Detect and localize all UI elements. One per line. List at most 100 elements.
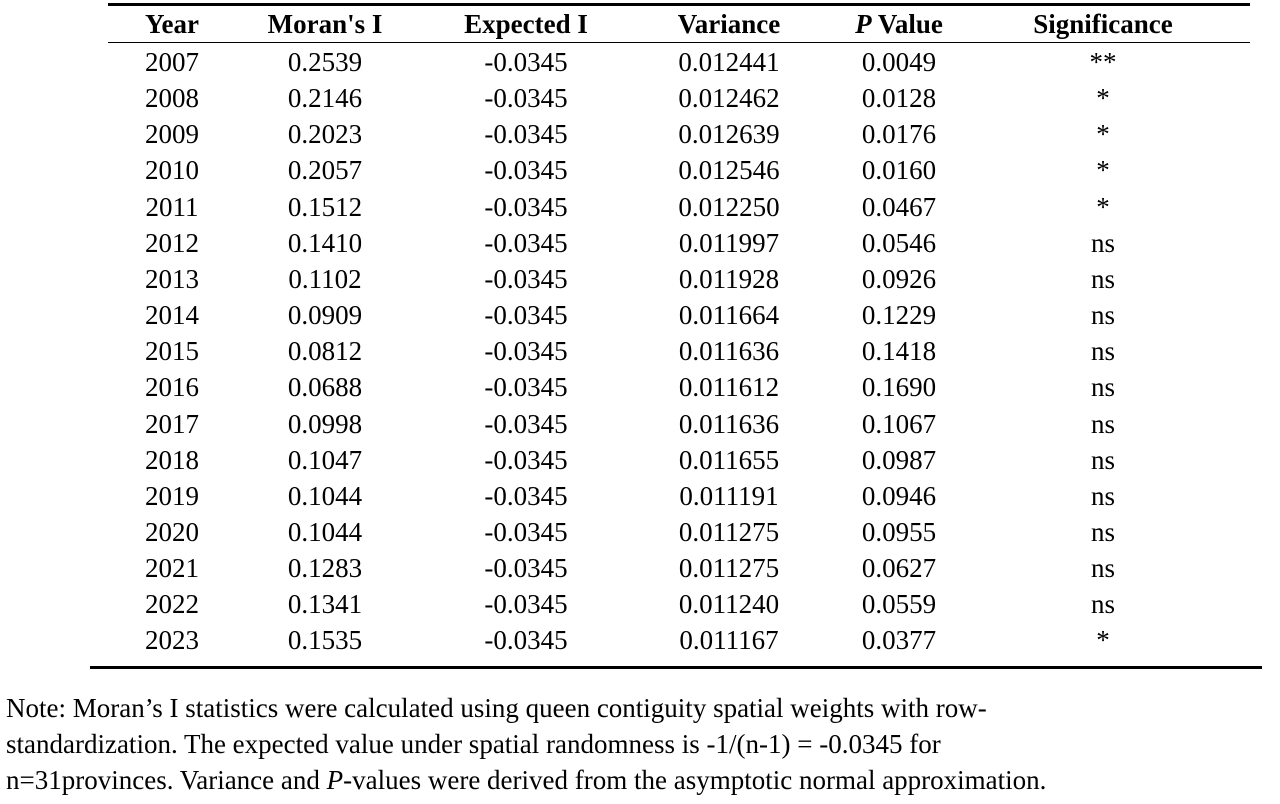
cell-variance: 0.011636: [678, 408, 780, 439]
cell-variance: 0.011240: [678, 589, 780, 620]
cell-year: 2018: [145, 444, 199, 475]
cell-expected-i: -0.0345: [484, 444, 568, 475]
cell-year: 2016: [145, 372, 199, 403]
cell-expected-i: -0.0345: [484, 227, 568, 258]
cell-year: 2021: [145, 553, 199, 584]
cell-morans-i: 0.2146: [287, 83, 363, 114]
cell-p-value: 0.0467: [861, 191, 937, 222]
cell-expected-i: -0.0345: [484, 300, 568, 331]
cell-expected-i: -0.0345: [484, 47, 568, 77]
cell-significance: *: [1096, 191, 1110, 222]
cell-morans-i: 0.2539: [287, 47, 363, 77]
cell-significance: ns: [1090, 300, 1115, 331]
header-morans-i: Moran's I: [267, 9, 383, 39]
header-p-value: P Value: [826, 6, 972, 42]
cell-significance: ns: [1090, 480, 1115, 511]
cell-significance: ns: [1090, 589, 1115, 620]
table-header-rule: [108, 42, 1250, 43]
cell-significance: ns: [1090, 553, 1115, 584]
cell-significance: ns: [1090, 408, 1115, 439]
cell-morans-i: 0.0812: [287, 336, 363, 367]
cell-variance: 0.011928: [678, 263, 780, 294]
cell-p-value: 0.0987: [861, 444, 937, 475]
cell-significance: *: [1096, 83, 1110, 114]
cell-year: 2010: [145, 155, 199, 186]
cell-significance: **: [1089, 47, 1117, 77]
cell-morans-i: 0.0688: [287, 372, 363, 403]
note-line-2: standardization. The expected value unde…: [6, 729, 941, 759]
cell-year: 2013: [145, 263, 199, 294]
cell-significance: ns: [1090, 263, 1115, 294]
cell-morans-i: 0.0909: [287, 300, 363, 331]
cell-morans-i: 0.1044: [287, 516, 363, 547]
cell-variance: 0.011167: [679, 625, 779, 656]
cell-p-value: 0.0377: [861, 625, 937, 656]
cell-p-value: 0.1690: [861, 372, 937, 403]
cell-year: 2020: [145, 516, 199, 547]
table-note: Note: Moran’s I statistics were calculat…: [6, 690, 1278, 798]
cell-significance: ns: [1090, 372, 1115, 403]
cell-significance: *: [1096, 119, 1110, 150]
cell-p-value: 0.0946: [861, 480, 937, 511]
header-year: Year: [145, 9, 199, 39]
note-line-1: Note: Moran’s I statistics were calculat…: [6, 693, 987, 723]
cell-variance: 0.012546: [678, 155, 780, 186]
cell-p-value: 0.0926: [861, 263, 937, 294]
cell-expected-i: -0.0345: [484, 372, 568, 403]
table-top-rule: [108, 3, 1250, 6]
table-bottom-rule: [90, 666, 1262, 669]
cell-variance: 0.012250: [678, 191, 780, 222]
cell-year: 2009: [145, 119, 199, 150]
header-p-rest: Value: [871, 9, 943, 39]
cell-variance: 0.011636: [678, 336, 780, 367]
cell-expected-i: -0.0345: [484, 516, 568, 547]
cell-expected-i: -0.0345: [484, 625, 568, 656]
cell-variance: 0.011275: [678, 516, 780, 547]
cell-p-value: 0.0559: [861, 589, 937, 620]
header-p-italic: P: [855, 9, 872, 39]
cell-expected-i: -0.0345: [484, 589, 568, 620]
cell-morans-i: 0.1044: [287, 480, 363, 511]
cell-morans-i: 0.0998: [287, 408, 363, 439]
cell-p-value: 0.0128: [861, 83, 937, 114]
cell-significance: *: [1096, 155, 1110, 186]
cell-variance: 0.012639: [678, 119, 780, 150]
cell-morans-i: 0.2023: [287, 119, 363, 150]
cell-p-value: 0.0546: [861, 227, 937, 258]
header-significance: Significance: [1033, 9, 1173, 39]
note-line-3-pre: n=31provinces. Variance and: [6, 765, 327, 795]
cell-expected-i: -0.0345: [484, 553, 568, 584]
cell-morans-i: 0.1341: [287, 589, 363, 620]
cell-variance: 0.011655: [678, 444, 780, 475]
cell-expected-i: -0.0345: [484, 263, 568, 294]
cell-p-value: 0.0176: [861, 119, 937, 150]
cell-expected-i: -0.0345: [484, 155, 568, 186]
cell-year: 2011: [145, 191, 199, 222]
cell-year: 2023: [145, 625, 199, 656]
cell-expected-i: -0.0345: [484, 480, 568, 511]
cell-p-value: 0.0627: [861, 553, 937, 584]
cell-p-value: 0.0049: [861, 47, 937, 77]
cell-expected-i: -0.0345: [484, 83, 568, 114]
cell-morans-i: 0.1535: [287, 625, 363, 656]
cell-year: 2007: [145, 47, 199, 77]
cell-significance: ns: [1090, 227, 1115, 258]
cell-significance: ns: [1090, 444, 1115, 475]
cell-p-value: 0.1067: [861, 408, 937, 439]
cell-variance: 0.012462: [678, 83, 780, 114]
cell-year: 2015: [145, 336, 199, 367]
header-variance: Variance: [677, 9, 781, 39]
cell-p-value: 0.0955: [861, 516, 937, 547]
cell-variance: 0.011275: [678, 553, 780, 584]
note-line-3-post: -values were derived from the asymptotic…: [343, 765, 1047, 795]
cell-p-value: 0.1229: [861, 300, 937, 331]
cell-year: 2014: [145, 300, 199, 331]
cell-significance: ns: [1090, 516, 1115, 547]
cell-morans-i: 0.2057: [287, 155, 363, 186]
note-p-italic: P: [326, 765, 344, 795]
header-expected-i: Expected I: [464, 9, 588, 39]
cell-variance: 0.011664: [678, 300, 780, 331]
cell-morans-i: 0.1283: [287, 553, 363, 584]
cell-morans-i: 0.1102: [288, 263, 362, 294]
cell-morans-i: 0.1512: [287, 191, 363, 222]
